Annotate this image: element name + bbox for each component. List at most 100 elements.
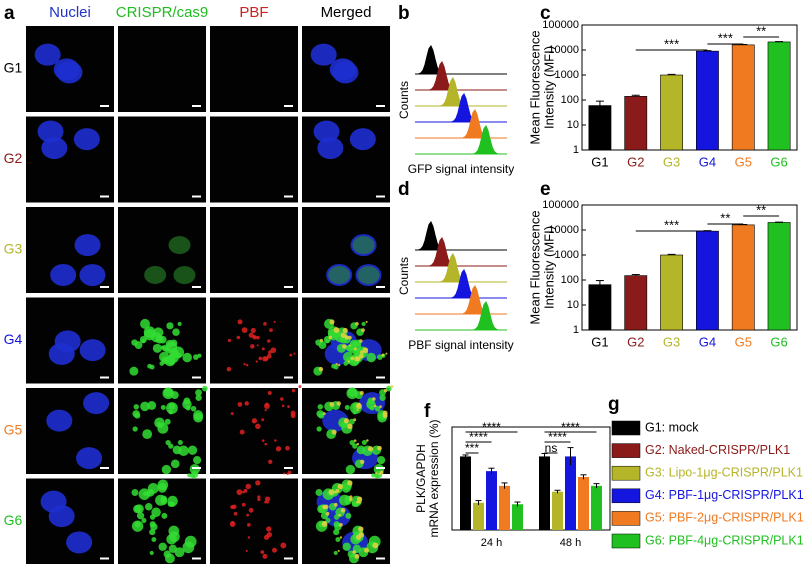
micrograph — [302, 26, 390, 112]
row-label: G5 — [4, 422, 23, 438]
green-signal — [164, 418, 171, 425]
green-signal — [157, 422, 169, 434]
y-tick-label: 1000 — [555, 69, 579, 81]
red-signal — [293, 352, 296, 355]
red-signal — [335, 488, 340, 493]
green-signal — [155, 494, 167, 506]
x-tick-label: G6 — [770, 334, 787, 349]
axes-frame — [451, 426, 611, 531]
green-signal — [379, 394, 386, 401]
red-signal — [347, 423, 353, 430]
green-signal — [132, 426, 138, 432]
red-signal — [266, 526, 272, 532]
green-signal — [335, 537, 341, 542]
micrograph — [210, 478, 298, 565]
x-tick-label: G5 — [735, 334, 752, 349]
red-signal — [261, 439, 265, 442]
legend-swatch — [611, 533, 641, 549]
column-header: Merged — [321, 4, 372, 21]
red-signal — [361, 328, 365, 333]
column-header: CRISPR/cas9 — [116, 4, 209, 21]
green-signal — [149, 529, 156, 536]
red-signal — [319, 338, 324, 343]
red-signal — [261, 418, 265, 422]
x-tick-label: G4 — [699, 154, 716, 169]
micrograph — [26, 297, 114, 384]
red-signal — [227, 338, 232, 343]
red-signal — [226, 366, 232, 372]
green-signal — [187, 473, 192, 478]
red-signal — [338, 513, 342, 517]
green-signal — [344, 404, 350, 410]
image-background — [210, 116, 298, 203]
green-signal — [193, 456, 202, 465]
green-signal — [348, 418, 355, 425]
panel-label: b — [398, 3, 410, 24]
green-signal — [144, 265, 167, 284]
red-signal — [337, 363, 341, 367]
green-signal — [166, 322, 174, 330]
micrograph — [118, 385, 208, 479]
red-signal — [342, 327, 348, 334]
micrograph — [118, 116, 206, 203]
green-signal — [361, 321, 366, 327]
red-signal — [342, 344, 347, 349]
green-signal — [149, 521, 156, 528]
green-signal — [371, 473, 376, 478]
nucleus — [76, 447, 103, 470]
micrograph — [302, 116, 390, 203]
green-signal — [190, 405, 197, 412]
legend-label: G5: PBF-2μg-CRISPR/PLK1 — [645, 511, 804, 525]
green-signal — [151, 537, 157, 542]
red-signal — [257, 495, 261, 499]
red-signal — [328, 489, 335, 496]
x-tick-label: 24 h — [481, 537, 502, 549]
y-tick-label: 10000 — [548, 44, 579, 56]
green-signal — [140, 401, 150, 412]
row-label: G3 — [4, 241, 23, 257]
green-signal — [172, 445, 182, 455]
green-signal — [374, 405, 381, 412]
red-signal — [379, 405, 382, 409]
green-signal — [341, 483, 352, 493]
green-signal — [343, 361, 349, 366]
red-signal — [356, 356, 361, 361]
bar — [588, 284, 612, 331]
green-signal — [352, 236, 375, 255]
red-signal — [385, 352, 388, 355]
significance-label: *** — [465, 441, 479, 455]
nucleus — [349, 128, 376, 151]
green-signal — [175, 352, 182, 359]
green-signal — [162, 387, 175, 400]
legend-swatch — [611, 465, 641, 481]
red-signal — [239, 429, 245, 435]
nucleus — [34, 43, 61, 66]
nucleus — [37, 120, 64, 143]
significance-label: **** — [561, 420, 580, 434]
green-signal — [189, 464, 201, 475]
micrograph — [210, 385, 302, 476]
green-signal — [168, 544, 178, 553]
green-signal — [161, 512, 168, 519]
red-signal — [243, 363, 246, 366]
green-signal — [168, 236, 191, 255]
red-signal — [356, 496, 363, 502]
x-tick-label: G2 — [627, 334, 644, 349]
flow-ylabel: Counts — [397, 81, 411, 119]
bar — [660, 74, 683, 151]
green-signal — [333, 529, 340, 536]
green-signal — [131, 489, 139, 497]
red-signal — [339, 536, 343, 539]
red-signal — [340, 332, 346, 338]
bar — [731, 224, 755, 331]
red-signal — [335, 363, 338, 366]
micrograph — [118, 297, 206, 384]
green-signal — [377, 456, 386, 465]
red-signal — [236, 489, 243, 496]
bar — [578, 477, 589, 530]
nucleus — [40, 490, 67, 513]
legend-label: G3: Lipo-1μg-CRISPR/PLK1 — [645, 465, 803, 479]
bar — [499, 485, 510, 530]
green-signal — [158, 351, 170, 363]
row-label: G2 — [4, 150, 23, 166]
